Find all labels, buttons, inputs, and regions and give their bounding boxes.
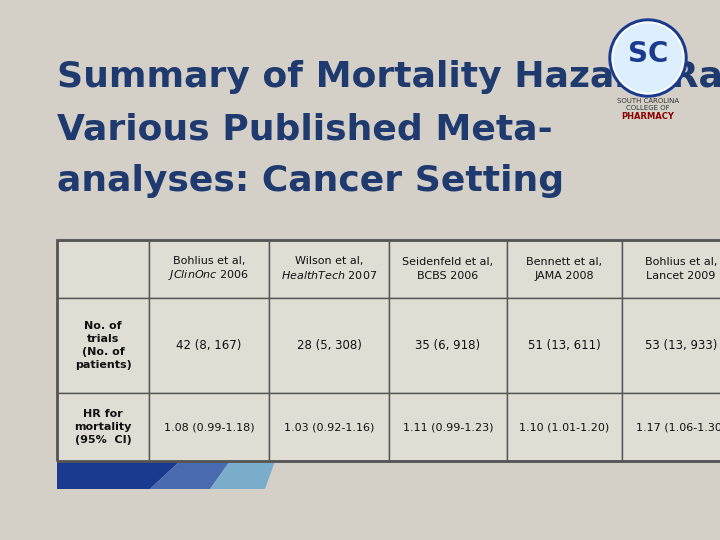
- Text: Bohlius et al,: Bohlius et al,: [173, 256, 246, 266]
- Bar: [622, 298, 720, 393]
- Bar: [269, 393, 389, 461]
- Bar: [57, 298, 149, 393]
- Text: 1.10 (1.01-1.20): 1.10 (1.01-1.20): [519, 422, 610, 432]
- Bar: [57, 240, 720, 461]
- Text: No. of
trials
(No. of
patients): No. of trials (No. of patients): [75, 321, 131, 370]
- Text: COLLEGE OF: COLLEGE OF: [626, 105, 670, 111]
- Bar: [389, 240, 507, 298]
- Bar: [507, 393, 622, 461]
- Bar: [389, 393, 507, 461]
- Text: 1.03 (0.92-1.16): 1.03 (0.92-1.16): [284, 422, 374, 432]
- Text: 1.11 (0.99-1.23): 1.11 (0.99-1.23): [402, 422, 493, 432]
- Bar: [149, 240, 269, 298]
- Circle shape: [614, 24, 682, 92]
- Text: $\it{Health Tech}$ 2007: $\it{Health Tech}$ 2007: [281, 269, 377, 281]
- Text: SOUTH CAROLINA: SOUTH CAROLINA: [617, 98, 679, 104]
- Text: Bohlius et al,
Lancet 2009: Bohlius et al, Lancet 2009: [645, 257, 717, 281]
- Text: 51 (13, 611): 51 (13, 611): [528, 339, 601, 352]
- Circle shape: [612, 22, 684, 94]
- Circle shape: [609, 19, 687, 97]
- Text: 1.17 (1.06-1.30): 1.17 (1.06-1.30): [636, 422, 720, 432]
- Text: Wilson et al,: Wilson et al,: [294, 256, 363, 266]
- Bar: [622, 240, 720, 298]
- Text: analyses: Cancer Setting: analyses: Cancer Setting: [57, 164, 564, 198]
- Text: PHARMACY: PHARMACY: [621, 112, 675, 121]
- Text: 53 (13, 933): 53 (13, 933): [645, 339, 717, 352]
- Bar: [149, 393, 269, 461]
- Polygon shape: [57, 461, 180, 489]
- Text: SC: SC: [628, 40, 668, 68]
- Bar: [149, 298, 269, 393]
- Bar: [57, 240, 149, 298]
- Bar: [269, 298, 389, 393]
- Text: $\it{J Clin Onc}$ 2006: $\it{J Clin Onc}$ 2006: [168, 268, 250, 282]
- Text: 1.08 (0.99-1.18): 1.08 (0.99-1.18): [163, 422, 254, 432]
- Polygon shape: [210, 461, 275, 489]
- Bar: [389, 298, 507, 393]
- Bar: [507, 298, 622, 393]
- Text: 35 (6, 918): 35 (6, 918): [415, 339, 480, 352]
- Text: Summary of Mortality Hazard Ratios from: Summary of Mortality Hazard Ratios from: [57, 60, 720, 94]
- Text: HR for
mortality
(95%  CI): HR for mortality (95% CI): [74, 409, 132, 445]
- Text: Bennett et al,
JAMA 2008: Bennett et al, JAMA 2008: [526, 257, 603, 281]
- Bar: [622, 393, 720, 461]
- Bar: [507, 240, 622, 298]
- Text: Various Published Meta-: Various Published Meta-: [57, 112, 553, 146]
- Text: 28 (5, 308): 28 (5, 308): [297, 339, 361, 352]
- Text: Seidenfeld et al,
BCBS 2006: Seidenfeld et al, BCBS 2006: [402, 257, 494, 281]
- Text: 42 (8, 167): 42 (8, 167): [176, 339, 242, 352]
- Bar: [269, 240, 389, 298]
- Bar: [57, 393, 149, 461]
- Polygon shape: [150, 461, 230, 489]
